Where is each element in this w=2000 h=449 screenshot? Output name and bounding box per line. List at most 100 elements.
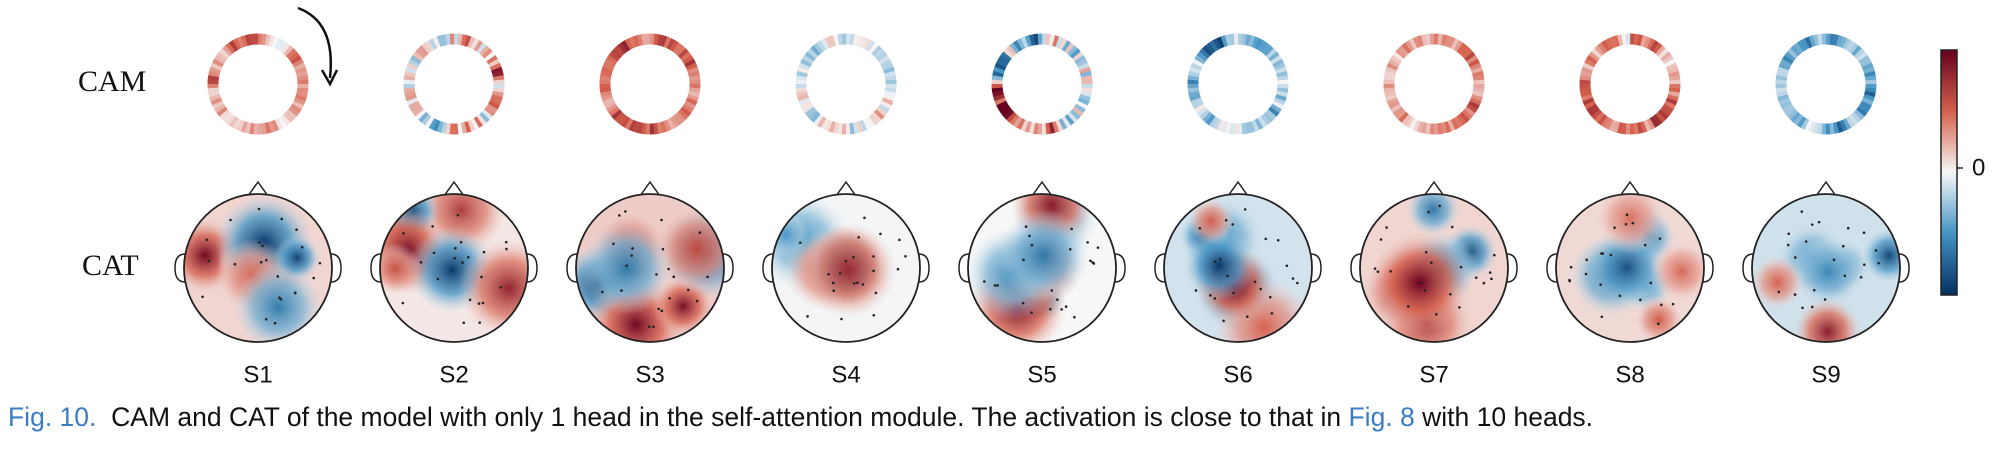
ring-segment	[687, 66, 699, 75]
ring-segment	[608, 51, 620, 62]
ring-segment	[440, 34, 448, 46]
ring-segment	[1594, 45, 1605, 57]
ring-segment	[1212, 118, 1222, 130]
ring-segment	[628, 36, 637, 49]
activation-blob	[1861, 228, 1900, 283]
ring-segment	[1864, 75, 1877, 81]
ring-segment	[408, 58, 420, 68]
ear	[1546, 253, 1558, 283]
ear	[566, 253, 578, 283]
ring-segment	[1459, 111, 1470, 123]
electrode	[863, 216, 866, 220]
ring-segment	[865, 116, 875, 128]
ring-segment	[600, 90, 612, 98]
ring-segment	[481, 48, 493, 59]
electrode	[1096, 246, 1100, 249]
ring-segment	[293, 97, 306, 106]
ring-segment	[660, 35, 668, 47]
ring-segment	[229, 40, 239, 52]
caption-ref[interactable]: Fig. 8	[1348, 402, 1415, 432]
electrode	[612, 242, 615, 246]
ring-segment	[1472, 90, 1484, 98]
ring-segment	[1450, 118, 1460, 130]
ring-segment	[1665, 62, 1678, 71]
ring-segment	[1790, 111, 1801, 123]
electrode	[499, 286, 503, 289]
ring-segment	[1244, 34, 1252, 46]
electrode	[631, 247, 634, 250]
ring-segment	[1777, 94, 1789, 102]
ring-segment	[614, 45, 625, 57]
ring-segment	[684, 58, 696, 68]
subject-label: S6	[1223, 361, 1252, 388]
ring-segment	[1013, 40, 1023, 52]
ring-segment	[1863, 66, 1875, 74]
electrode	[686, 288, 690, 292]
ring-segment	[1817, 33, 1823, 46]
activation-blob	[1406, 194, 1460, 237]
electrode	[1226, 274, 1229, 278]
ring-segment	[1268, 106, 1280, 117]
ring-segment	[632, 121, 640, 133]
ring-segment	[1064, 114, 1075, 126]
electrode	[1030, 243, 1034, 247]
ring-segment	[828, 35, 837, 47]
head-outline	[575, 193, 725, 343]
ring-segment	[1804, 36, 1813, 49]
electrode	[1379, 238, 1383, 241]
ring-segment	[1048, 122, 1056, 134]
ring-segment	[1072, 51, 1084, 62]
ring-segment	[1192, 100, 1204, 110]
ring-segment	[1272, 100, 1284, 110]
ring-segment	[1848, 42, 1859, 54]
ring-segment	[813, 42, 824, 54]
ring-segment	[1582, 62, 1595, 71]
ring-segment	[828, 121, 836, 133]
ring-segment	[1471, 66, 1483, 74]
ring-segment	[406, 97, 419, 106]
subject-label: S3	[635, 361, 664, 388]
electrode	[1253, 280, 1257, 284]
topomap	[772, 194, 920, 342]
ring-segment	[1652, 42, 1663, 54]
ring-segment	[436, 35, 445, 47]
ring-segment	[604, 58, 616, 68]
subject-label: S5	[1027, 361, 1056, 388]
electrode	[798, 241, 802, 245]
ring-segment	[1584, 100, 1596, 110]
ring-segment	[491, 66, 503, 75]
ring-segment	[795, 87, 808, 93]
ring-segment	[1395, 48, 1407, 59]
ring-segment	[1045, 122, 1051, 135]
ring-segment	[1472, 87, 1485, 93]
ring-segment	[800, 100, 812, 110]
electrode	[983, 280, 986, 283]
ring-segment	[677, 48, 689, 59]
ring-segment	[1812, 34, 1820, 46]
ring-segment	[232, 118, 242, 130]
ring-segment	[1020, 119, 1029, 132]
electrode	[431, 225, 434, 228]
ring-segment	[1608, 36, 1617, 49]
ring-segment	[1853, 48, 1865, 59]
electrode	[312, 276, 315, 280]
topomap	[1360, 194, 1508, 342]
electrode	[1231, 223, 1235, 226]
activation-blob	[1650, 240, 1704, 303]
ring-segment	[1776, 70, 1788, 78]
electrode	[1423, 289, 1427, 292]
topomap	[380, 194, 528, 342]
ring-segment	[412, 51, 424, 62]
ring-segment	[810, 111, 821, 123]
activation-blob	[772, 211, 809, 258]
ring-segment	[1668, 70, 1680, 78]
ring-segment	[1861, 62, 1874, 71]
ring-segment	[682, 103, 694, 114]
ring-segment	[1612, 121, 1620, 133]
ring-segment	[685, 62, 698, 71]
ring-segment	[1383, 87, 1396, 93]
ring-segment	[617, 114, 628, 126]
ring-segment	[1077, 62, 1090, 71]
ring-segment	[283, 45, 294, 57]
ring-segment	[418, 45, 429, 57]
